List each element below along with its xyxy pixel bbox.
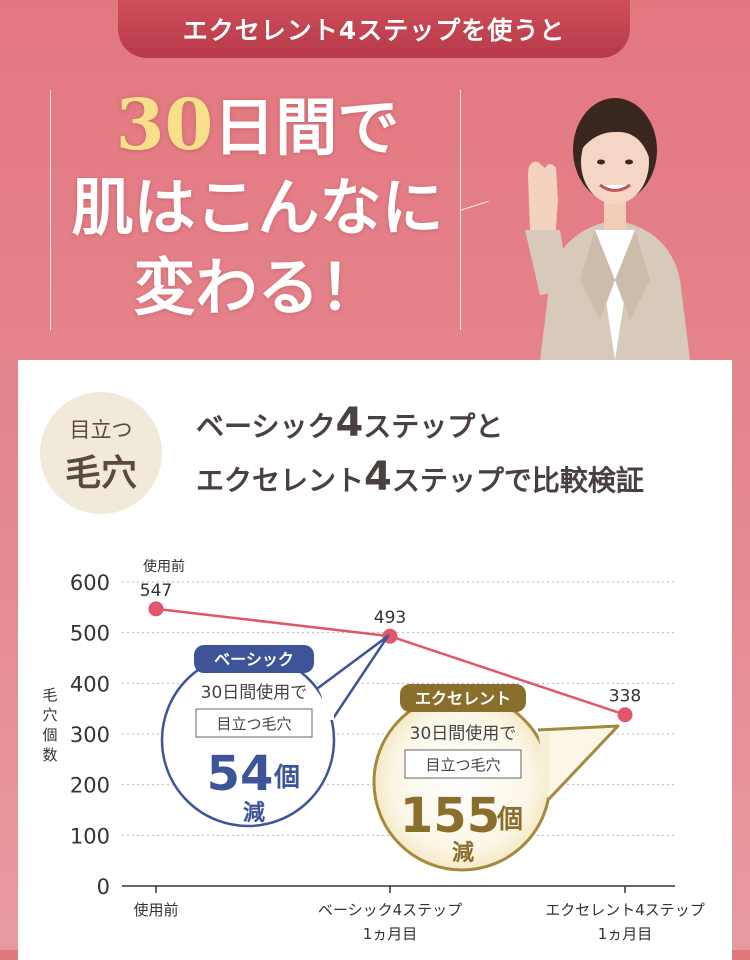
first-point-caption: 使用前 — [143, 558, 185, 575]
y-axis-label: 個 — [42, 726, 57, 744]
headline-line1: 日間で — [213, 91, 400, 164]
y-tick-label: 600 — [70, 571, 110, 595]
badge-line1: 目立つ — [69, 418, 133, 442]
top-pill-text: エクセレント4ステップを使うと — [182, 16, 566, 45]
subtitle-l1b: 4 — [335, 400, 364, 446]
y-axis-label: 数 — [42, 746, 57, 764]
headline-line2: 肌はこんなに — [71, 171, 444, 244]
data-label: 338 — [609, 687, 641, 707]
headline-line3: 変わる！ — [133, 251, 382, 324]
x-tick-label: ベーシック4ステップ — [318, 901, 462, 919]
data-point — [617, 707, 633, 723]
subtitle-l2c: ステップで比較検証 — [391, 464, 644, 497]
badge-pores: 目立つ 毛穴 — [40, 392, 162, 514]
subtitle: ベーシック4ステップと エクセレント4ステップで比較検証 — [196, 398, 644, 506]
y-tick-label: 500 — [70, 622, 110, 646]
y-axis-label: 穴 — [42, 706, 57, 724]
top-pill-banner: エクセレント4ステップを使うと — [118, 0, 630, 58]
data-point — [148, 601, 164, 617]
data-label: 547 — [140, 581, 172, 601]
headline-number: 30 — [115, 83, 214, 166]
subtitle-l1a: ベーシック — [196, 410, 336, 443]
frame-line-left — [50, 90, 51, 330]
subtitle-l2a: エクセレント — [196, 464, 365, 497]
y-tick-label: 200 — [70, 774, 110, 798]
badge-line2: 毛穴 — [64, 452, 137, 494]
data-label: 493 — [374, 608, 406, 628]
headline: 30日間で 肌はこんなに 変わる！ — [60, 85, 455, 328]
y-tick-label: 0 — [97, 875, 110, 899]
woman-illustration — [525, 98, 690, 360]
y-axis-label: 毛 — [42, 686, 57, 704]
y-tick-label: 400 — [70, 672, 110, 696]
x-tick-label: 1ヵ月目 — [598, 925, 653, 943]
subtitle-l1c: ステップと — [363, 410, 504, 443]
x-tick-label: エクセレント4ステップ — [545, 901, 705, 919]
data-point — [382, 628, 398, 644]
x-tick-label: 1ヵ月目 — [363, 925, 418, 943]
y-tick-label: 100 — [70, 824, 110, 848]
x-tick-label: 使用前 — [133, 901, 178, 919]
y-tick-label: 300 — [70, 723, 110, 747]
subtitle-l2b: 4 — [364, 454, 392, 500]
